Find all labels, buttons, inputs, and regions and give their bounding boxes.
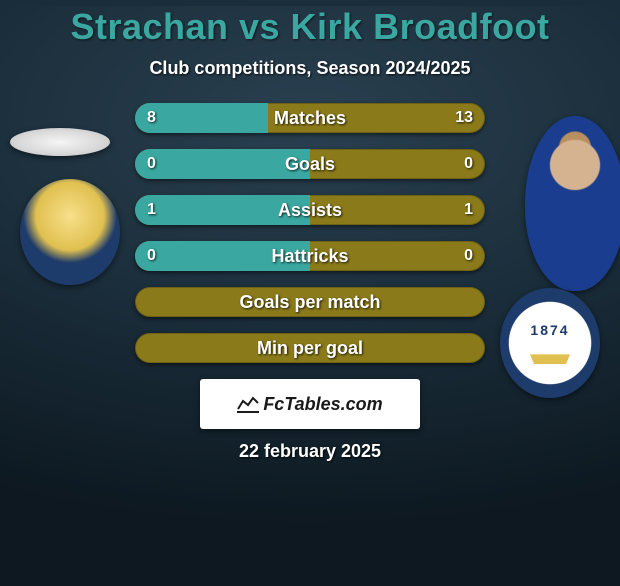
stat-right-value: 13: [455, 103, 473, 133]
club-right-year: 1874: [530, 322, 569, 338]
brand-text: FcTables.com: [263, 394, 382, 415]
club-left-crest: [20, 179, 120, 285]
date-text: 22 february 2025: [0, 441, 620, 462]
stat-right-value: 0: [464, 241, 473, 271]
stat-right-value: 0: [464, 149, 473, 179]
stat-label: Min per goal: [135, 333, 485, 363]
chart-icon: [237, 395, 259, 413]
ship-icon: [530, 340, 570, 364]
brand-badge: FcTables.com: [200, 379, 420, 429]
stat-row-hattricks: 0 Hattricks 0: [135, 241, 485, 271]
comparison-title: Strachan vs Kirk Broadfoot: [0, 6, 620, 48]
stat-row-goals-per-match: Goals per match: [135, 287, 485, 317]
player-left-avatar: [10, 128, 110, 156]
player-right-avatar: [525, 116, 620, 291]
stat-label: Hattricks: [135, 241, 485, 271]
stat-row-goals: 0 Goals 0: [135, 149, 485, 179]
stat-label: Assists: [135, 195, 485, 225]
club-right-crest: 1874: [500, 288, 600, 398]
stat-row-min-per-goal: Min per goal: [135, 333, 485, 363]
stat-row-assists: 1 Assists 1: [135, 195, 485, 225]
stat-label: Goals: [135, 149, 485, 179]
stat-right-value: 1: [464, 195, 473, 225]
stat-label: Goals per match: [135, 287, 485, 317]
stat-label: Matches: [135, 103, 485, 133]
stat-row-matches: 8 Matches 13: [135, 103, 485, 133]
subtitle: Club competitions, Season 2024/2025: [0, 58, 620, 79]
stats-block: 8 Matches 13 0 Goals 0 1 Assists 1 0 Hat…: [135, 103, 485, 363]
